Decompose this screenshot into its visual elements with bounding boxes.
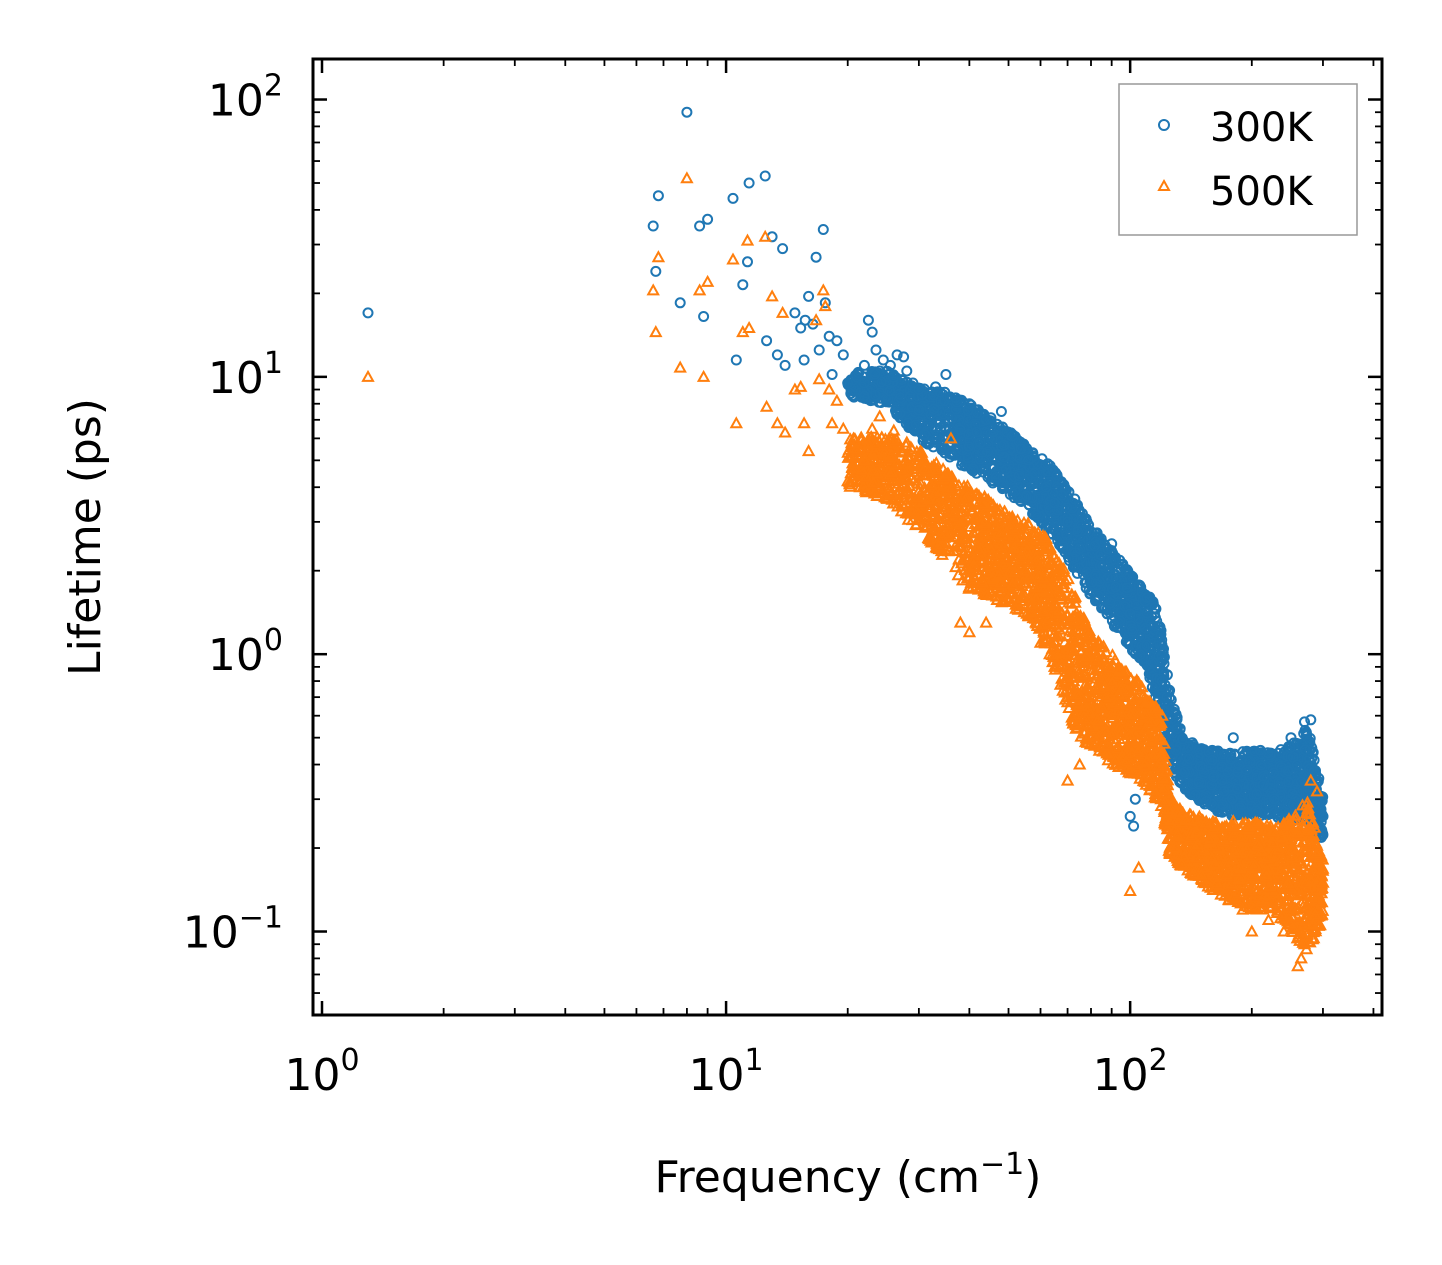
- series-layer: [361, 106, 1330, 972]
- data-point: [1149, 608, 1160, 620]
- series-300k: [362, 106, 1329, 843]
